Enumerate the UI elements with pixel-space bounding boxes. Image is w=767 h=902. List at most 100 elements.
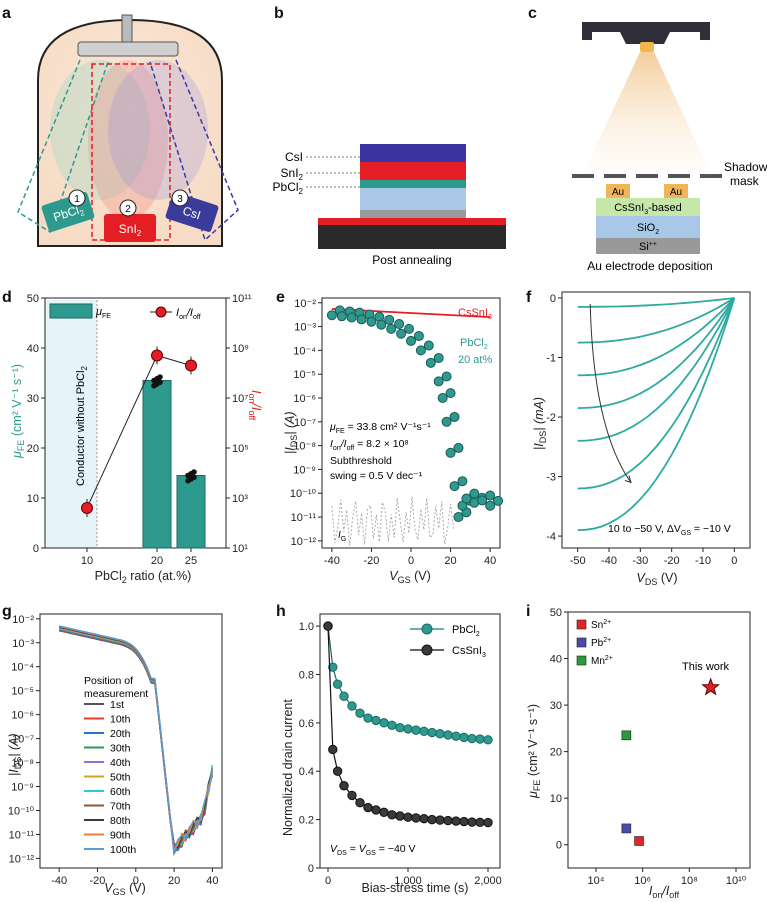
series-pbcl2-point-rev [449, 411, 460, 422]
series-point-PbCl2 [451, 731, 461, 741]
source-2 [104, 214, 156, 242]
curve-30th [59, 628, 214, 857]
axes-g-xtick-label: -20 [90, 875, 106, 887]
legend-g-title-2: measurement [84, 688, 148, 700]
series-pbcl2-point-rev [457, 476, 468, 487]
ylabel-right-d: Ion/Ioff [247, 390, 263, 421]
panel-label-h: h [276, 603, 286, 620]
axes-e-ytick-label: 10⁻⁸ [293, 441, 316, 453]
panel-label-g: g [2, 603, 12, 620]
ylabel-e: |IDS| (A) [283, 411, 299, 454]
series-pbcl2-point-rev [423, 340, 434, 351]
series-point-CsSnI3 [467, 817, 477, 827]
layer-si [360, 210, 466, 218]
axes-e-ytick-label: 10⁻¹¹ [291, 512, 317, 524]
xlabel-d: PbCl2 ratio (at.%) [95, 569, 192, 585]
axes-d2-ytick-label: 10¹¹ [232, 293, 252, 305]
series-pbcl2-point [441, 416, 452, 427]
axes-d-xtick-label: 20 [151, 555, 163, 567]
axes-i-ytick-label: 10 [550, 793, 562, 805]
series-point-PbCl2 [395, 722, 405, 733]
axes-f-xtick-label: -30 [632, 555, 648, 567]
num-2: 2 [125, 204, 131, 215]
axes-f-ytick-label: 0 [550, 293, 556, 305]
substrate-holder-rod [121, 14, 133, 46]
legend-i: Sn2+ Pb2+ Mn2+ [576, 619, 613, 667]
legend-i-label-Mn: Mn2+ [591, 655, 613, 667]
plume-1 [50, 60, 150, 200]
arrow-head [624, 475, 632, 484]
panel-label-f: f [526, 289, 532, 306]
svg-text:CsI: CsI [181, 204, 202, 223]
legend-g: 1st 10th 20th 30th 40th 50th 60th 70th 80th 90th 1… [84, 699, 136, 856]
axes-e-ytick-label: 10⁻³ [294, 322, 316, 334]
axes-g: -40 -20 0 20 40 10⁻¹² 10⁻¹¹ 10⁻¹⁰ 10⁻⁹ 10⁻⁸ 10⁻⁷ 10… [8, 613, 223, 887]
series-pbcl2-point-rev [445, 388, 456, 399]
gold-source [640, 42, 654, 52]
legend-g-label-60th: 60th [110, 786, 131, 798]
layer-cssni3 [596, 198, 700, 216]
axes-e-ytick-label: 10⁻⁵ [293, 369, 316, 381]
axes-i-xtick-label: 10⁸ [681, 875, 698, 887]
legend-g-label-50th: 50th [110, 772, 131, 784]
axes-e-xtick-label: 40 [484, 555, 496, 567]
legend-h-dot-2 [421, 644, 433, 656]
gate-current-line [331, 496, 454, 546]
legend-i-swatch-Pb [576, 637, 587, 648]
hotplate [318, 225, 506, 249]
axes-i: 10⁴ 10⁶ 10⁸ 10¹⁰ 0 10 20 30 40 50 [550, 607, 751, 887]
curve-20th [59, 629, 214, 851]
series-point-PbCl2 [443, 730, 453, 740]
axes-d-xtick-label: 10 [81, 555, 93, 567]
curve-90th [59, 625, 214, 853]
ylabel-i: μFE (cm² V⁻¹ s⁻¹) [526, 704, 542, 799]
series-point-PbCl2 [411, 725, 421, 735]
panel-label-i: i [526, 603, 530, 620]
curve-60th [59, 627, 214, 846]
xlabel-e: VGS (V) [389, 569, 431, 585]
axes-d2-ytick-label: 10⁵ [232, 443, 249, 455]
xlabel-f: VDS (V) [637, 571, 678, 587]
cone-2 [91, 63, 171, 241]
axes-g-ytick-label: 10⁻⁸ [11, 758, 34, 770]
annot-f: 10 to −50 V, ΔVGS = −10 V [608, 523, 731, 537]
series-point-PbCl2 [387, 720, 397, 730]
shadow-mask [572, 174, 722, 178]
series-point-CsSnI3 [451, 816, 461, 826]
annot-e-ig: IG [338, 530, 346, 543]
shadow-mask-label-2: mask [730, 174, 760, 188]
layer-sio2 [360, 188, 466, 210]
series-point-PbCl2 [435, 729, 445, 739]
series-point-PbCl2 [459, 732, 469, 743]
series-point-CsSnI3 [483, 817, 493, 828]
curve-1st [59, 630, 214, 848]
bar-sample-dot [191, 469, 197, 475]
au-right-label: Au [670, 187, 682, 198]
axes-g-xtick-label: -40 [51, 875, 67, 887]
panel-label-c: c [528, 5, 537, 22]
this-work-label: This work [682, 661, 730, 673]
ylabel-f: |IDS| (mA) [532, 397, 548, 450]
series-pbcl2-point [346, 312, 357, 323]
panel-a: a PbCl2 SnI2 CsI 1 2 3 [2, 5, 239, 247]
axes-e-xtick-label: 20 [444, 555, 456, 567]
series-point-PbCl2 [379, 718, 389, 728]
axes-g-ytick-label: 10⁻² [12, 614, 34, 626]
legend-i-swatch-Sn [576, 619, 587, 630]
axes-h-ytick-label: 1.0 [299, 621, 314, 633]
layer-sio2-label: SiO2 [637, 222, 659, 236]
axes-h: 0 1,000 2,000 0 0.2 0.4 0.6 0.8 1.0 [299, 613, 502, 887]
axes-i-ytick-label: 30 [550, 700, 562, 712]
series-pbcl2-point [449, 481, 460, 492]
axes-g-ytick-label: 10⁻⁵ [11, 686, 34, 698]
series-point-PbCl2 [475, 734, 485, 744]
bar-mu-25 [176, 475, 206, 549]
axes-e-ytick-label: 10⁻⁴ [293, 345, 316, 357]
layer-hotplate-top [318, 218, 506, 225]
num-1: 1 [74, 194, 80, 205]
marks-e [326, 305, 504, 546]
axes-g-xtick-label: 40 [206, 875, 218, 887]
legend-e-pbcl2: PbCl2 [460, 337, 488, 351]
series-point-PbCl2 [483, 735, 493, 745]
